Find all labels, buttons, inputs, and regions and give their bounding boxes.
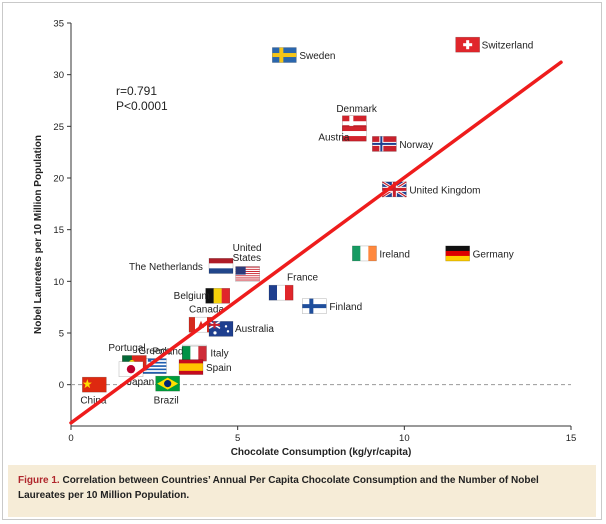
flag-sweden <box>272 47 297 63</box>
point-label: United <box>233 243 262 254</box>
y-tick-label: 15 <box>53 225 64 236</box>
flag-spain <box>178 359 204 375</box>
point-label: Austria <box>318 133 350 144</box>
x-tick-label: 0 <box>68 433 73 444</box>
regression-line <box>69 60 563 425</box>
point-label: Germany <box>473 249 514 260</box>
point-label: Australia <box>235 324 274 335</box>
point-label: Japan <box>127 377 154 388</box>
figure-frame <box>2 2 602 520</box>
scatter-chart: 0 5 10 15 20 25 30 35 0 5 10 15 Chocolate Consumptio… <box>33 19 577 459</box>
flag-us <box>235 266 260 282</box>
flag-switzerland <box>455 36 480 53</box>
point-label: Sweden <box>299 51 335 62</box>
y-tick-label: 10 <box>53 277 64 288</box>
flag-australia <box>208 320 234 337</box>
point-label: The Netherlands <box>129 262 203 273</box>
point-label: United Kingdom <box>409 185 480 196</box>
point-label: Switzerland <box>482 41 534 52</box>
flag-ireland <box>352 245 377 262</box>
figure-caption-text: Correlation between Countries’ Annual Pe… <box>18 475 539 501</box>
point-label: Canada <box>189 305 224 316</box>
point-label: France <box>287 273 319 284</box>
flag-italy <box>182 345 207 362</box>
point-label: States <box>233 253 261 264</box>
flag-norway <box>372 136 397 152</box>
point-label: Belgium <box>174 291 210 302</box>
flag-netherlands <box>208 258 234 274</box>
point-label: Greece <box>138 346 171 357</box>
point-label: Norway <box>399 140 433 151</box>
flag-china <box>82 376 107 393</box>
y-tick-label: 30 <box>53 70 64 81</box>
flag-france <box>268 284 294 301</box>
flag-austria <box>342 125 367 142</box>
correlation-r: r=0.791 <box>116 84 157 98</box>
x-tick-label: 10 <box>399 433 410 444</box>
point-label: Ireland <box>379 249 410 260</box>
flag-uk <box>381 180 408 199</box>
point-label: Portugal <box>108 343 145 354</box>
flag-belgium <box>205 287 230 304</box>
p-value: P<0.0001 <box>116 99 168 113</box>
flag-germany <box>445 245 470 262</box>
figure-caption: Figure 1. Correlation between Countries’… <box>8 465 596 517</box>
point-label: Italy <box>210 349 228 360</box>
figure-label: Figure 1. <box>18 475 60 486</box>
y-axis-title: Nobel Laureates per 10 Million Populatio… <box>33 135 44 334</box>
y-tick-label: 20 <box>53 174 64 185</box>
point-label: Denmark <box>336 104 378 115</box>
point-label: Brazil <box>154 396 179 407</box>
point-label: China <box>80 396 107 407</box>
point-label: Spain <box>206 363 232 374</box>
x-axis-title: Chocolate Consumption (kg/yr/capita) <box>231 447 412 458</box>
flag-finland <box>302 298 327 314</box>
flag-brazil <box>155 375 180 392</box>
y-tick-label: 5 <box>59 329 64 340</box>
point-label: Finland <box>329 302 362 313</box>
x-tick-label: 15 <box>566 433 577 444</box>
y-tick-label: 25 <box>53 122 64 133</box>
x-tick-label: 5 <box>235 433 240 444</box>
y-tick-label: 0 <box>59 380 64 391</box>
y-tick-label: 35 <box>53 19 64 30</box>
